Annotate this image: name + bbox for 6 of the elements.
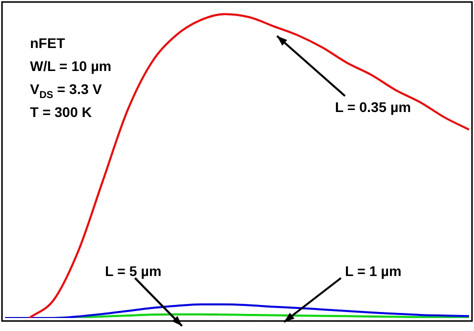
annotation: L = 1 µm bbox=[345, 263, 402, 279]
annotation: L = 0.35 µm bbox=[335, 99, 411, 115]
annotation: nFET bbox=[30, 35, 66, 51]
annotation: T = 300 K bbox=[30, 104, 92, 120]
annotation: W/L = 10 µm bbox=[30, 58, 112, 74]
annotation: L = 5 µm bbox=[105, 263, 162, 279]
